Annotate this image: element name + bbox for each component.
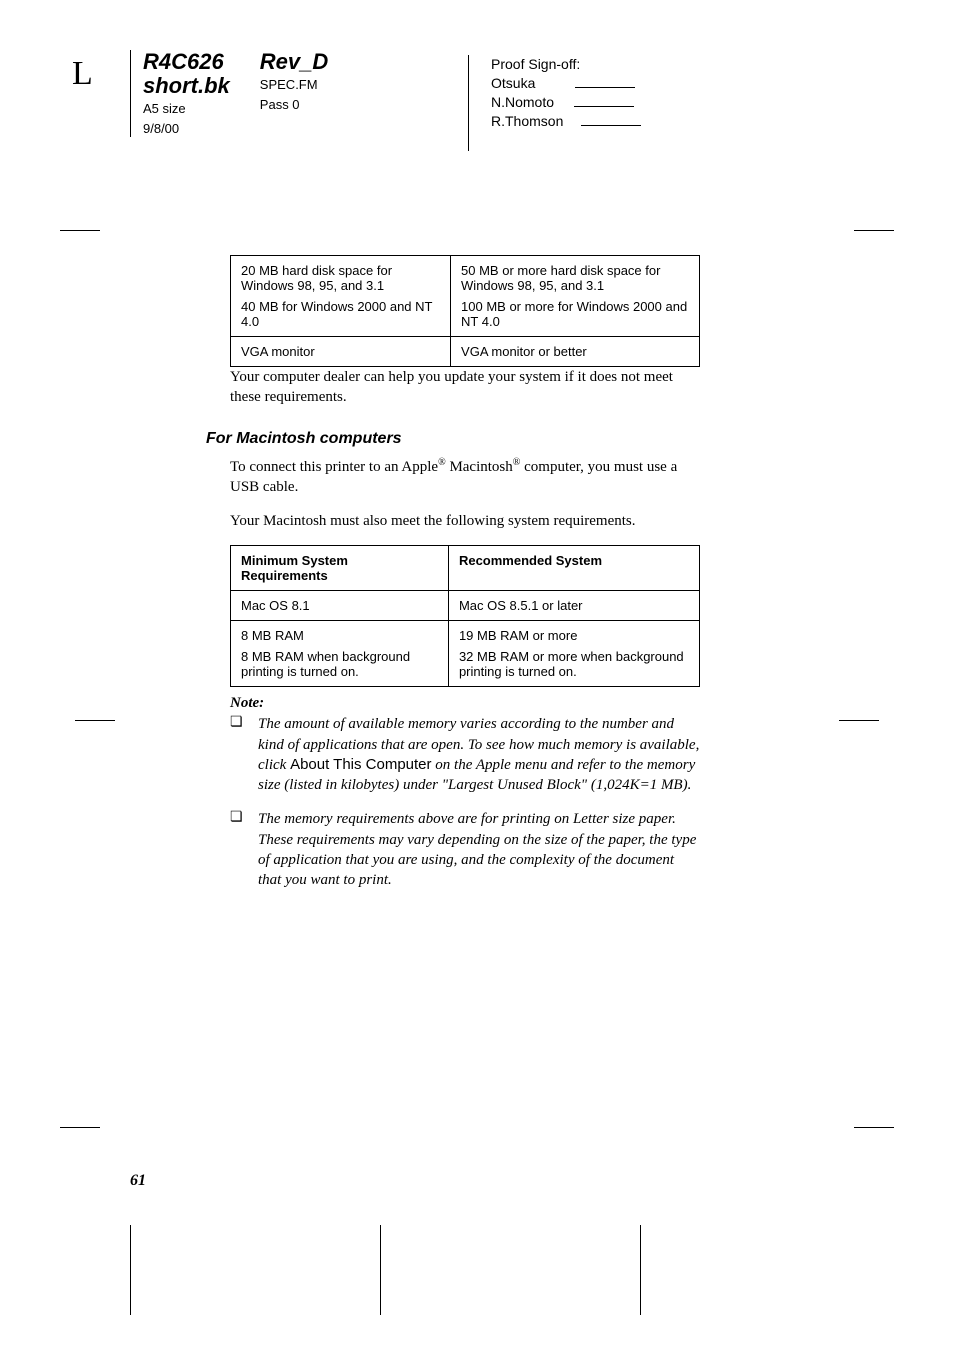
- table-row: 8 MB RAM 8 MB RAM when background printi…: [231, 621, 700, 687]
- table-cell: Mac OS 8.1: [231, 591, 449, 621]
- note-item: ❏ The memory requirements above are for …: [230, 809, 700, 890]
- note-heading: Note:: [230, 695, 700, 712]
- cell-text: 20 MB hard disk space for Windows 98, 95…: [241, 263, 440, 293]
- requirements-table-1: 20 MB hard disk space for Windows 98, 95…: [230, 255, 700, 367]
- page-number: 61: [130, 1172, 146, 1190]
- table-cell: VGA monitor: [231, 337, 451, 367]
- doc-rev: Rev_D: [260, 50, 328, 74]
- requirements-table-2: Minimum System Requirements Recommended …: [230, 545, 700, 687]
- footer-rule: [380, 1225, 381, 1315]
- doc-file: short.bk: [143, 74, 230, 98]
- body-paragraph: Your Macintosh must also meet the follow…: [230, 511, 700, 531]
- sign-line: [575, 87, 635, 88]
- footer-rule: [130, 1225, 131, 1315]
- crop-mark: [854, 1127, 894, 1128]
- table-cell: Mac OS 8.5.1 or later: [448, 591, 699, 621]
- table-row: Mac OS 8.1 Mac OS 8.5.1 or later: [231, 591, 700, 621]
- table-header: Minimum System Requirements: [231, 546, 449, 591]
- text-run: Macintosh: [446, 459, 513, 475]
- note-item: ❏ The amount of available memory varies …: [230, 714, 700, 795]
- proof-name: Otsuka: [491, 75, 535, 91]
- bullet-icon: ❏: [230, 714, 258, 733]
- header-col-2: Rev_D SPEC.FM Pass 0: [248, 50, 346, 137]
- note-list: ❏ The amount of available memory varies …: [230, 714, 700, 890]
- doc-code: R4C626: [143, 50, 230, 74]
- table-row: VGA monitor VGA monitor or better: [231, 337, 700, 367]
- cell-text: 8 MB RAM when background printing is tur…: [241, 649, 438, 679]
- table-cell: 50 MB or more hard disk space for Window…: [451, 256, 700, 337]
- table-header-row: Minimum System Requirements Recommended …: [231, 546, 700, 591]
- proof-heading: Proof Sign-off:: [491, 55, 641, 74]
- section-heading: For Macintosh computers: [206, 430, 700, 448]
- main-content: 20 MB hard disk space for Windows 98, 95…: [230, 255, 700, 904]
- doc-pass: Pass 0: [260, 96, 328, 114]
- table-cell: 8 MB RAM 8 MB RAM when background printi…: [231, 621, 449, 687]
- proof-name: R.Thomson: [491, 113, 563, 129]
- crop-mark: [839, 720, 879, 721]
- doc-spec: SPEC.FM: [260, 76, 328, 94]
- note-text: The amount of available memory varies ac…: [258, 714, 700, 795]
- body-paragraph: Your computer dealer can help you update…: [230, 367, 700, 408]
- proof-row: Otsuka: [491, 74, 641, 93]
- cell-text: 32 MB RAM or more when background printi…: [459, 649, 689, 679]
- document-header: R4C626 short.bk A5 size 9/8/00 Rev_D SPE…: [130, 50, 346, 137]
- text-upright: About This Computer: [290, 756, 431, 773]
- proof-name: N.Nomoto: [491, 94, 554, 110]
- header-col-1: R4C626 short.bk A5 size 9/8/00: [131, 50, 248, 137]
- cell-text: 19 MB RAM or more: [459, 628, 689, 643]
- doc-date: 9/8/00: [143, 120, 230, 138]
- proof-signoff: Proof Sign-off: Otsuka N.Nomoto R.Thomso…: [468, 55, 641, 151]
- table-cell: 20 MB hard disk space for Windows 98, 95…: [231, 256, 451, 337]
- sign-line: [574, 106, 634, 107]
- proof-row: N.Nomoto: [491, 93, 641, 112]
- cell-text: 8 MB RAM: [241, 628, 438, 643]
- cell-text: 100 MB or more for Windows 2000 and NT 4…: [461, 299, 689, 329]
- cell-text: 50 MB or more hard disk space for Window…: [461, 263, 689, 293]
- note-text: The memory requirements above are for pr…: [258, 809, 700, 890]
- table-cell: 19 MB RAM or more 32 MB RAM or more when…: [448, 621, 699, 687]
- cell-text: 40 MB for Windows 2000 and NT 4.0: [241, 299, 440, 329]
- text-run: The memory requirements above are for pr…: [258, 811, 696, 888]
- sign-line: [581, 125, 641, 126]
- text-run: To connect this printer to an Apple: [230, 459, 438, 475]
- left-margin-marker: L: [72, 55, 93, 93]
- table-header: Recommended System: [448, 546, 699, 591]
- table-cell: VGA monitor or better: [451, 337, 700, 367]
- doc-size: A5 size: [143, 100, 230, 118]
- crop-mark: [60, 1127, 100, 1128]
- page: L R4C626 short.bk A5 size 9/8/00 Rev_D S…: [0, 0, 954, 95]
- registered-mark: ®: [438, 457, 446, 468]
- proof-row: R.Thomson: [491, 112, 641, 131]
- crop-mark: [75, 720, 115, 721]
- body-paragraph: To connect this printer to an Apple® Mac…: [230, 456, 700, 498]
- bullet-icon: ❏: [230, 809, 258, 828]
- crop-mark: [854, 230, 894, 231]
- footer-rule: [640, 1225, 641, 1315]
- crop-mark: [60, 230, 100, 231]
- table-row: 20 MB hard disk space for Windows 98, 95…: [231, 256, 700, 337]
